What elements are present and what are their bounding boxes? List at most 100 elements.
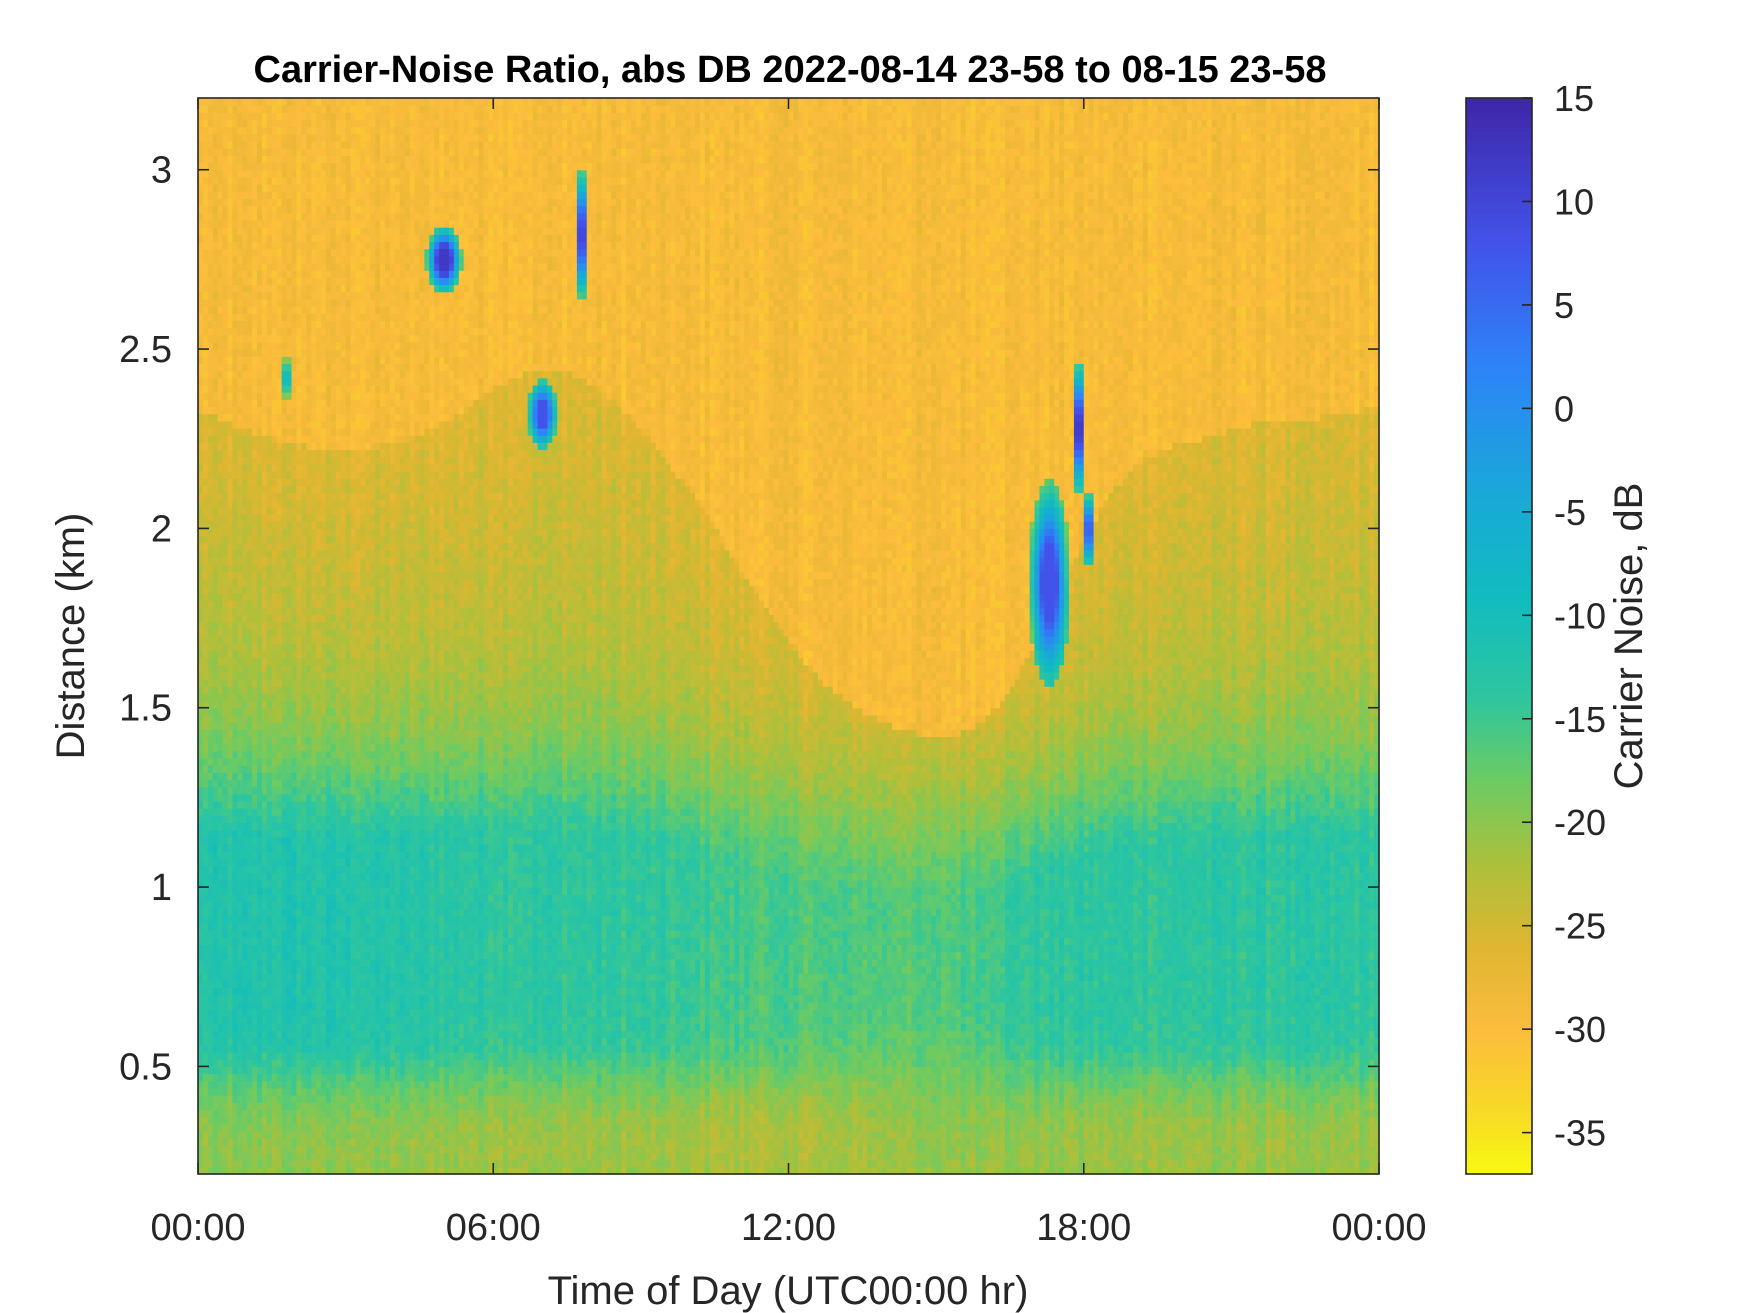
heatmap-cell xyxy=(301,285,307,293)
heatmap-cell xyxy=(252,184,258,192)
heatmap-cell xyxy=(247,607,253,615)
heatmap-cell xyxy=(301,1117,307,1125)
heatmap-cell xyxy=(208,363,214,371)
heatmap-cell xyxy=(262,844,268,852)
heatmap-cell xyxy=(198,98,204,106)
heatmap-cell xyxy=(237,729,243,737)
heatmap-cell xyxy=(228,987,234,995)
heatmap-cell xyxy=(218,930,224,938)
heatmap-cell xyxy=(267,1045,273,1053)
heatmap-cell xyxy=(277,1131,283,1139)
heatmap-cell xyxy=(232,751,238,759)
heatmap-cell xyxy=(247,1138,253,1146)
heatmap-cell xyxy=(208,335,214,343)
heatmap-cell xyxy=(311,815,317,823)
heatmap-cell xyxy=(237,894,243,902)
heatmap-cell xyxy=(218,184,224,192)
heatmap-cell xyxy=(223,449,229,457)
heatmap-cell xyxy=(198,823,204,831)
heatmap-cell xyxy=(237,328,243,336)
heatmap-cell xyxy=(252,177,258,185)
heatmap-cell xyxy=(301,693,307,701)
heatmap-cell xyxy=(316,909,322,917)
heatmap-cell xyxy=(311,1081,317,1089)
heatmap-cell xyxy=(232,952,238,960)
heatmap-cell xyxy=(257,1066,263,1074)
heatmap-cell xyxy=(272,134,278,142)
heatmap-cell xyxy=(247,571,253,579)
heatmap-cell xyxy=(213,1066,219,1074)
heatmap-cell xyxy=(292,1145,298,1153)
heatmap-cell xyxy=(272,987,278,995)
heatmap-cell xyxy=(213,693,219,701)
heatmap-cell xyxy=(232,944,238,952)
heatmap-cell xyxy=(306,163,312,171)
heatmap-cell xyxy=(282,593,288,601)
heatmap-cell xyxy=(232,887,238,895)
heatmap-cell xyxy=(296,378,302,386)
heatmap-cell xyxy=(247,313,253,321)
heatmap-cell xyxy=(316,536,322,544)
heatmap-cell xyxy=(198,1095,204,1103)
heatmap-cell xyxy=(287,772,293,780)
heatmap-cell xyxy=(277,457,283,465)
heatmap-cell xyxy=(213,421,219,429)
heatmap-cell xyxy=(272,1031,278,1039)
heatmap-cell xyxy=(208,507,214,515)
heatmap-cell xyxy=(203,536,209,544)
heatmap-cell xyxy=(218,701,224,709)
heatmap-cell xyxy=(223,320,229,328)
heatmap-cell xyxy=(218,916,224,924)
heatmap-cell xyxy=(292,823,298,831)
heatmap-cell xyxy=(316,406,322,414)
heatmap-cell xyxy=(306,701,312,709)
heatmap-cell xyxy=(237,163,243,171)
heatmap-cell xyxy=(213,1152,219,1160)
heatmap-cell xyxy=(272,701,278,709)
heatmap-cell xyxy=(257,399,263,407)
heatmap-cell xyxy=(223,837,229,845)
heatmap-cell xyxy=(203,191,209,199)
heatmap-cell xyxy=(296,686,302,694)
heatmap-cell xyxy=(262,464,268,472)
heatmap-cell xyxy=(228,916,234,924)
heatmap-cell xyxy=(306,571,312,579)
heatmap-cell xyxy=(262,299,268,307)
heatmap-cell xyxy=(301,672,307,680)
heatmap-cell xyxy=(282,299,288,307)
heatmap-cell xyxy=(301,421,307,429)
heatmap-cell xyxy=(306,1038,312,1046)
heatmap-cell xyxy=(198,1031,204,1039)
heatmap-cell xyxy=(203,916,209,924)
heatmap-cell xyxy=(316,643,322,651)
heatmap-cell xyxy=(272,98,278,106)
heatmap-cell xyxy=(252,944,258,952)
heatmap-cell xyxy=(272,658,278,666)
heatmap-cell xyxy=(257,952,263,960)
heatmap-cell xyxy=(316,887,322,895)
heatmap-cell xyxy=(228,873,234,881)
heatmap-cell xyxy=(252,557,258,565)
heatmap-cell xyxy=(237,1152,243,1160)
heatmap-cell xyxy=(257,521,263,529)
heatmap-cell xyxy=(262,249,268,257)
heatmap-cell xyxy=(311,134,317,142)
heatmap-cell xyxy=(242,830,248,838)
heatmap-cell xyxy=(223,830,229,838)
heatmap-cell xyxy=(242,1059,248,1067)
heatmap-cell xyxy=(228,894,234,902)
heatmap-cell xyxy=(311,277,317,285)
heatmap-cell xyxy=(287,557,293,565)
heatmap-cell xyxy=(257,385,263,393)
heatmap-cell xyxy=(272,729,278,737)
heatmap-cell xyxy=(292,141,298,149)
heatmap-cell xyxy=(316,442,322,450)
heatmap-cell xyxy=(218,1095,224,1103)
heatmap-cell xyxy=(277,234,283,242)
heatmap-cell xyxy=(262,399,268,407)
heatmap-cell xyxy=(262,385,268,393)
heatmap-cell xyxy=(301,471,307,479)
heatmap-cell xyxy=(213,1160,219,1168)
heatmap-cell xyxy=(218,729,224,737)
heatmap-cell xyxy=(277,858,283,866)
